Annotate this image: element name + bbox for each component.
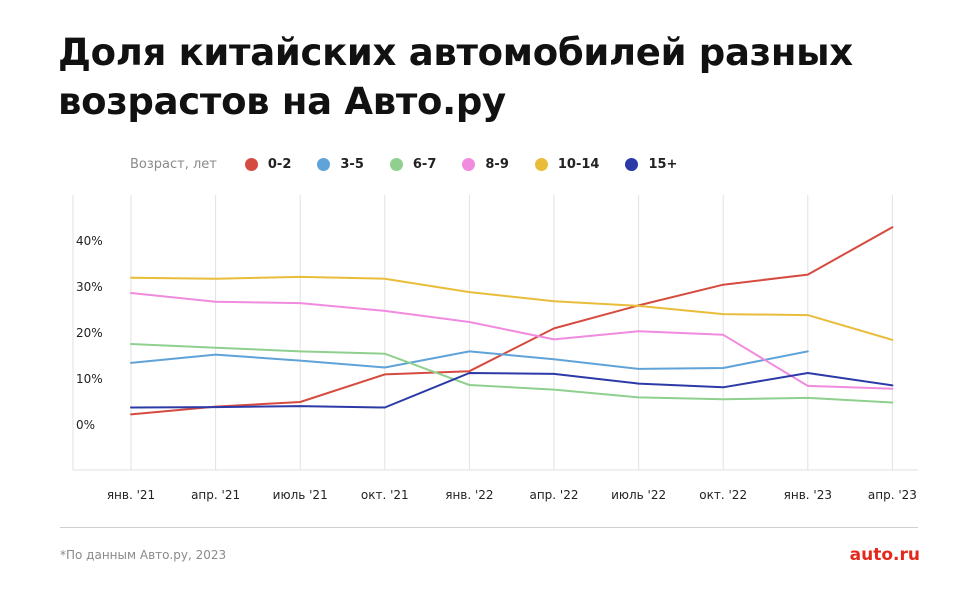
x-tick-label: окт. '21	[361, 488, 409, 502]
x-tick-label: янв. '23	[784, 488, 832, 502]
x-tick-label: апр. '23	[868, 488, 917, 502]
legend-marker	[625, 157, 639, 171]
legend-item-10-14: 10-14	[534, 156, 600, 172]
legend-marker	[534, 157, 548, 171]
legend-label: 6-7	[412, 156, 437, 172]
series-line-8-9	[130, 292, 894, 390]
y-tick-label: 40%	[76, 234, 103, 248]
series-line-15-plus	[130, 372, 894, 409]
line-chart: 0% 10% 20% 30% 40% янв. '21 апр. '21 июль '21 ок…	[72, 195, 918, 502]
legend-caption: Возраст, лет	[130, 156, 217, 172]
brand-logo: auto.ru	[849, 545, 920, 565]
series-line-0-2	[130, 226, 894, 416]
legend-item-8-9: 8-9	[462, 157, 509, 172]
x-tick-label: окт. '22	[699, 488, 747, 502]
legend-label: 8-9	[485, 156, 509, 172]
chart-title: Доля китайских автомобилей разных возрас…	[58, 31, 853, 123]
legend-item-15-plus: 15+	[625, 157, 677, 172]
legend-label: 15+	[648, 156, 678, 172]
legend-label: 10-14	[557, 156, 600, 172]
legend-marker	[317, 157, 331, 171]
x-tick-label: апр. '21	[191, 488, 240, 502]
x-tick-label: янв. '21	[107, 488, 155, 502]
legend-marker	[389, 157, 403, 171]
x-tick-label: июль '21	[273, 488, 328, 502]
source-note: *По данным Авто.ру, 2023	[60, 548, 227, 562]
legend-marker	[244, 157, 258, 171]
footer-divider	[60, 527, 918, 528]
legend-item-6-7: 6-7	[389, 156, 437, 172]
y-tick-label: 10%	[76, 372, 103, 386]
legend-label: 3-5	[340, 156, 364, 172]
series-line-10-14	[130, 275, 894, 341]
x-tick-label: янв. '22	[445, 488, 493, 502]
legend-item-0-2: 0-2	[244, 156, 292, 172]
legend-marker	[462, 157, 476, 171]
y-tick-label: 20%	[76, 326, 103, 340]
legend-label: 0-2	[267, 156, 292, 172]
series-line-6-7	[130, 343, 894, 404]
x-tick-label: июль '22	[611, 488, 666, 502]
legend-item-3-5: 3-5	[317, 157, 364, 172]
series-line-3-5	[130, 350, 809, 370]
y-tick-label: 30%	[76, 280, 103, 294]
y-tick-label: 0%	[76, 418, 95, 432]
x-tick-label: апр. '22	[529, 488, 578, 502]
legend: Возраст, лет 0-2 3-5 6-7 8-9 10-14 15+	[130, 154, 703, 174]
